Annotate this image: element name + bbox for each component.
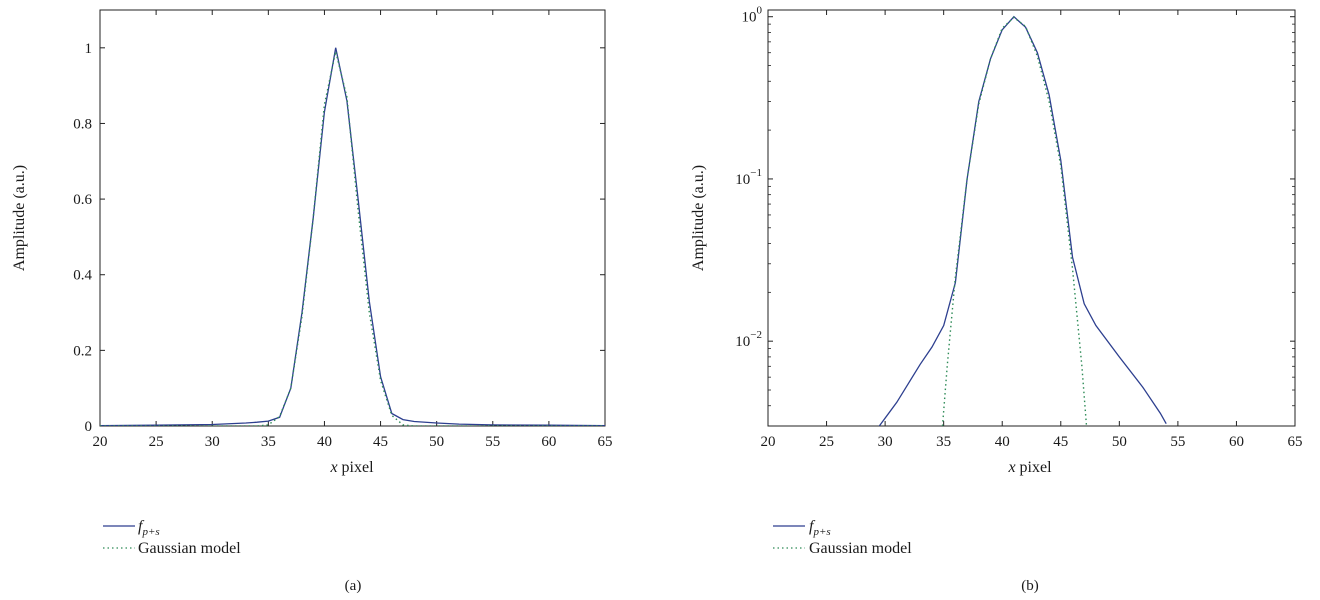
y-tick-label: 1	[85, 41, 93, 57]
x-tick-label: 30	[205, 434, 220, 450]
x-tick-label: 50	[429, 434, 444, 450]
legend-label-gaussian-a: Gaussian model	[138, 540, 241, 557]
x-axis-label-b: x pixel	[1007, 459, 1052, 476]
legend-label-gaussian-b: Gaussian model	[809, 540, 912, 557]
plot-frame-b	[767, 9, 1296, 427]
legend-b: fp+s Gaussian model	[773, 518, 912, 557]
y-axis-label-a: Amplitude (a.u.)	[11, 165, 28, 271]
x-axis-label-a: x pixel	[329, 459, 374, 476]
x-tick-label: 55	[1170, 434, 1185, 450]
x-tick-label: 20	[761, 434, 776, 450]
x-tick-label: 65	[598, 434, 613, 450]
x-tick-label: 50	[1112, 434, 1127, 450]
series-line-fps	[100, 47, 605, 426]
chart-panel-a: 20 25 30 35 40 45 50 55 60 65 0 0.2 0.4 0.6 0.8 1 x pi…	[11, 9, 613, 594]
series-line-gaussian	[941, 16, 1088, 426]
x-tick-label: 25	[819, 434, 834, 450]
panel-caption-a: (a)	[345, 578, 362, 594]
x-tick-label: 60	[1229, 434, 1244, 450]
plot-frame-a	[99, 9, 606, 427]
series-line-fps	[878, 15, 1167, 426]
x-tick-label: 45	[1053, 434, 1068, 450]
y-tick-label: 0.2	[73, 343, 92, 359]
x-tick-label: 65	[1288, 434, 1303, 450]
x-tick-label: 55	[485, 434, 500, 450]
x-tick-label: 25	[149, 434, 164, 450]
legend-label-fps-b: fp+s	[809, 518, 831, 538]
x-tick-label: 40	[995, 434, 1010, 450]
x-tick-label: 35	[936, 434, 951, 450]
series-line-gaussian	[100, 51, 605, 426]
y-tick-label: 10−2	[735, 329, 762, 350]
x-tick-label: 45	[373, 434, 388, 450]
chart-panel-b: 20 25 30 35 40 45 50 55 60 65 100 10−1 10−2 x pixel…	[690, 5, 1303, 594]
legend-label-fps-a: fp+s	[138, 518, 160, 538]
x-tick-label: 60	[541, 434, 556, 450]
y-tick-label: 10−1	[735, 167, 762, 188]
series-group-a	[100, 47, 605, 426]
y-axis-ticks-a: 0 0.2 0.4 0.6 0.8 1	[73, 41, 605, 435]
y-tick-label: 100	[742, 5, 763, 26]
x-axis-ticks-b: 20 25 30 35 40 45 50 55 60 65	[761, 10, 1303, 450]
y-tick-label: 0.4	[73, 268, 92, 284]
x-tick-label: 35	[261, 434, 276, 450]
y-tick-label: 0	[85, 419, 93, 435]
y-tick-label: 0.8	[73, 116, 92, 132]
x-tick-label: 20	[93, 434, 108, 450]
y-axis-label-b: Amplitude (a.u.)	[690, 165, 707, 271]
y-tick-label: 0.6	[73, 192, 92, 208]
y-axis-ticks-b: 100 10−1 10−2	[735, 5, 1295, 427]
x-tick-label: 30	[878, 434, 893, 450]
x-tick-label: 40	[317, 434, 332, 450]
x-axis-ticks-a: 20 25 30 35 40 45 50 55 60 65	[93, 10, 613, 450]
series-group-b	[878, 15, 1167, 426]
panel-caption-b: (b)	[1021, 578, 1039, 594]
legend-a: fp+s Gaussian model	[103, 518, 241, 557]
